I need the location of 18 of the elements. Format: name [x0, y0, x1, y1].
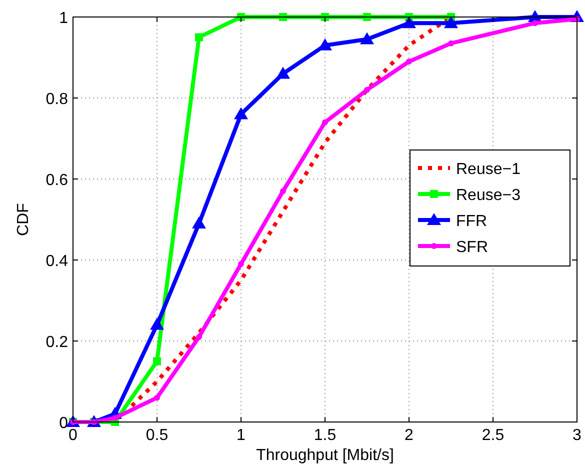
y-tick-label: 0 — [59, 415, 68, 432]
y-tick-label: 0.4 — [46, 253, 68, 270]
legend-label: SFR — [456, 239, 488, 256]
y-tick-label: 1 — [59, 10, 68, 27]
y-tick-label: 0.8 — [46, 91, 68, 108]
legend-label: Reuse−1 — [456, 161, 521, 178]
x-tick-label: 1 — [236, 427, 246, 444]
legend-label: Reuse−3 — [456, 187, 521, 204]
y-tick-label: 0.6 — [46, 172, 68, 189]
x-axis-title: Throughput [Mbit/s] — [256, 447, 394, 464]
x-tick-label: 2.5 — [482, 427, 504, 444]
y-axis-title: CDF — [15, 202, 32, 236]
x-tick-label: 1.5 — [314, 427, 336, 444]
y-tick-label: 0.2 — [46, 334, 68, 351]
x-tick-label: 2 — [404, 427, 414, 444]
x-tick-label: 3 — [572, 427, 582, 444]
x-tick-label: 0.5 — [146, 427, 168, 444]
legend-label: FFR — [456, 213, 488, 230]
